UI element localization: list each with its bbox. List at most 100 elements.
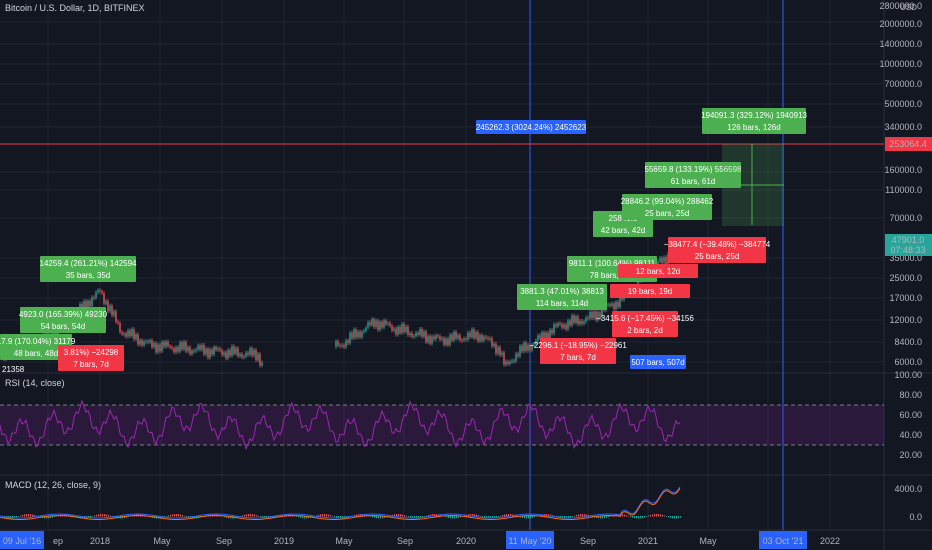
macd-histogram-bar (576, 514, 578, 517)
candle (199, 345, 201, 350)
measure-up-box-bg[interactable] (645, 162, 741, 188)
symbol-title[interactable]: Bitcoin / U.S. Dollar, 1D, BITFINEX (5, 3, 145, 13)
measure-up-box[interactable]: 14259.4 (261.21%) 142594 35 bars, 35d (40, 256, 138, 282)
macd-histogram-bar (640, 516, 642, 519)
candle (235, 348, 237, 354)
macd-histogram-bar (186, 516, 188, 517)
candle (367, 322, 369, 328)
candle (595, 311, 597, 321)
candle (159, 344, 161, 352)
macd-histogram-bar (454, 516, 456, 519)
measure-up-box-text: 17.9 (170.04%) 31179 (0, 337, 76, 346)
measure-down-box[interactable]: −38477.4 (−39.48%) −384774 25 bars, 25d (664, 237, 771, 263)
measure-bars-box-bg[interactable] (630, 355, 686, 369)
candle (509, 361, 511, 364)
measure-up-box[interactable]: 55659.8 (133.19%) 556598 61 bars, 61d (645, 162, 743, 188)
price-axis-label: 1000000.0 (879, 59, 922, 69)
measure-bars-box[interactable]: 507 bars, 507d (630, 355, 686, 369)
measure-down-box-bg[interactable] (58, 345, 124, 371)
measure-up-box-bg[interactable] (20, 307, 106, 333)
measure-down-box-bg[interactable] (540, 338, 616, 364)
measure-up-box-bg[interactable] (622, 194, 712, 220)
measure-down-box[interactable]: 12 bars, 12d (618, 264, 698, 278)
measure-up-box[interactable]: 17.9 (170.04%) 31179 48 bars, 48d (0, 334, 76, 360)
time-marker-tag (0, 531, 44, 549)
measure-down-box-bg[interactable] (612, 311, 678, 337)
measure-up-box[interactable]: 3881.3 (47.01%) 38813 114 bars, 114d (517, 284, 607, 310)
macd-histogram-bar (76, 516, 78, 518)
candle (237, 348, 239, 357)
macd-histogram-bar (678, 516, 680, 519)
macd-histogram-bar (476, 514, 478, 517)
measure-down-box-bg[interactable] (618, 264, 698, 278)
macd-histogram-bar (372, 516, 374, 518)
candle (381, 322, 383, 328)
macd-histogram-bar (284, 514, 286, 517)
candle (347, 340, 349, 344)
candle (85, 301, 87, 310)
macd-histogram-bar (674, 516, 676, 519)
macd-histogram-bar (580, 514, 582, 517)
measure-down-box[interactable]: −2296.1 (−18.95%) −22961 7 bars, 7d (529, 338, 627, 364)
measure-up-box-text: 35 bars, 35d (66, 271, 110, 280)
measure-date-range-box[interactable]: 245262.3 (3024.24%) 2452623 (476, 120, 587, 134)
macd-histogram-bar (228, 516, 230, 519)
macd-histogram-bar (376, 516, 378, 519)
candle (459, 335, 461, 341)
candle (119, 323, 121, 333)
candle (377, 320, 379, 330)
measure-up-box-bg[interactable] (40, 256, 136, 282)
time-axis-label: May (699, 536, 717, 546)
candle (205, 348, 207, 355)
candle (357, 331, 359, 338)
candle (479, 335, 481, 342)
measure-up-box-bg[interactable] (0, 334, 72, 360)
macd-histogram-bar (164, 516, 166, 518)
macd-histogram-bar (566, 516, 568, 519)
measure-down-box-bg[interactable] (610, 284, 690, 298)
candle (379, 322, 381, 330)
macd-histogram-bar (28, 514, 30, 517)
macd-histogram-bar (622, 514, 624, 517)
measure-up-box-bg[interactable] (702, 108, 806, 134)
measure-up-box[interactable]: 28846.2 (99.04%) 288462 25 bars, 25d (621, 194, 714, 220)
macd-histogram-bar (322, 514, 324, 517)
macd-histogram-bar (340, 516, 342, 519)
measure-up-box-text: 48 bars, 48d (14, 349, 58, 358)
macd-title[interactable]: MACD (12, 26, close, 9) (5, 480, 102, 490)
candle (111, 305, 113, 316)
price-axis-label: 340000.0 (884, 122, 922, 132)
macd-histogram-bar (458, 516, 460, 518)
macd-histogram-bar (88, 516, 90, 518)
macd-histogram-bar (440, 514, 442, 517)
macd-histogram-bar (68, 514, 70, 517)
macd-histogram-bar (364, 514, 366, 517)
candle (345, 340, 347, 348)
measure-down-box[interactable]: −3415.6 (−17.45%) −34156 2 bars, 2d (596, 311, 694, 337)
macd-histogram-bar (182, 515, 184, 517)
measure-date-range-box-bg[interactable] (476, 120, 586, 134)
candle (233, 346, 235, 354)
candle (477, 332, 479, 342)
candle (137, 334, 139, 345)
macd-histogram-bar (362, 514, 364, 517)
candle (615, 301, 617, 309)
rsi-line (0, 399, 681, 451)
macd-histogram-bar (14, 516, 16, 518)
measure-up-box[interactable]: 4923.0 (165.39%) 49230 54 bars, 54d (19, 307, 108, 333)
candle (441, 338, 443, 340)
rsi-title[interactable]: RSI (14, close) (5, 378, 65, 388)
measure-up-box-bg[interactable] (517, 284, 607, 310)
measure-down-box[interactable]: 19 bars, 19d (610, 284, 690, 298)
macd-histogram-bar (484, 516, 486, 518)
measure-up-box[interactable]: 194091.3 (329.12%) 1940913 126 bars, 126d (701, 108, 807, 134)
candle (587, 317, 589, 319)
candle (419, 328, 421, 335)
measure-down-box[interactable]: 3.81%) −24298 7 bars, 7d (58, 345, 124, 371)
measure-up-box-text: 114 bars, 114d (536, 299, 588, 308)
measure-down-box-bg[interactable] (668, 237, 766, 263)
candle (103, 293, 105, 304)
candle (437, 335, 439, 337)
candle (535, 340, 537, 344)
